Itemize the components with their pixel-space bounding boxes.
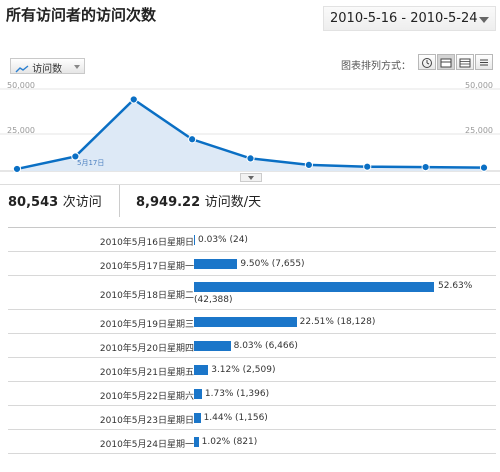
y-axis-left-mid-label: 25,000 [7, 126, 35, 135]
visits-data-points [12, 95, 489, 174]
total-visits-unit: 次访问 [62, 195, 102, 210]
row-bar [194, 282, 434, 292]
row-date: 2010年5月19日星期三 [99, 319, 194, 330]
row-bar [194, 437, 199, 447]
line-view-button[interactable] [437, 54, 455, 70]
clock-view-button[interactable] [418, 54, 436, 70]
row-value-label: 1.73% (1,396) [204, 388, 270, 399]
row-bar [194, 341, 231, 351]
row-value-label: 8.03% (6,466) [233, 340, 298, 351]
data-point-2010-5-18[interactable] [129, 95, 138, 104]
data-point-2010-5-21[interactable] [304, 160, 313, 169]
collapse-chart-button[interactable] [240, 173, 262, 182]
row-date: 2010年5月23日星期日 [99, 415, 194, 426]
summary-visits-per-day: 8,949.22 访问数/天 [136, 191, 261, 210]
row-value-label: 3.12% (2,509) [211, 364, 276, 375]
data-point-2010-5-23[interactable] [421, 163, 430, 172]
table-row: 2010年5月17日星期一 9.50% (7,655) [8, 252, 496, 276]
line-chart-icon [15, 64, 29, 72]
row-date: 2010年5月16日星期日 [99, 237, 194, 248]
visits-line-chart: 5月17日 [0, 88, 500, 174]
row-date: 2010年5月17日星期一 [99, 261, 194, 272]
date-range-label: 2010-5-16 - 2010-5-24 [330, 11, 478, 26]
visits-area-fill [17, 99, 484, 171]
table-row: 2010年5月20日星期四 8.03% (6,466) [8, 334, 496, 358]
table-view-button[interactable] [456, 54, 474, 70]
summary-top-divider [0, 184, 500, 185]
data-point-2010-5-16[interactable] [12, 164, 22, 174]
table-row: 2010年5月16日星期日 0.03% (24) [8, 228, 496, 252]
row-value-label: 1.02% (821) [201, 436, 258, 447]
row-value-label: 52.63% [438, 281, 473, 291]
row-bar [194, 317, 297, 327]
chevron-down-icon [479, 17, 489, 23]
chevron-down-icon [248, 176, 254, 180]
y-axis-left-top-label: 50,000 [7, 81, 35, 90]
per-day-unit: 访问数/天 [204, 195, 262, 210]
chart-point-tooltip: 5月17日 [77, 159, 104, 167]
metric-select-button[interactable]: 访问数 [10, 58, 85, 75]
visits-by-day-table: 2010年5月16日星期日 0.03% (24) 2010年5月17日星期一 9.50… [8, 227, 496, 454]
data-point-2010-5-24[interactable] [479, 163, 489, 172]
table-row: 2010年5月21日星期五 3.12% (2,509) [8, 358, 496, 382]
row-date: 2010年5月22日星期六 [99, 391, 194, 402]
summary-divider [119, 185, 120, 217]
table-row: 2010年5月22日星期六 1.73% (1,396) [8, 382, 496, 406]
row-value-label: 9.50% (7,655) [240, 258, 305, 269]
row-value-label: 22.51% (18,128) [299, 316, 376, 327]
caret-down-icon [74, 65, 80, 69]
page-title: 所有访问者的访问次数 [6, 6, 157, 24]
row-bar [194, 413, 201, 423]
row-value-count-label: (42,388) [194, 295, 233, 305]
row-bar [194, 389, 202, 399]
row-date: 2010年5月18日星期二 [99, 290, 194, 301]
y-axis-right-mid-label: 25,000 [465, 126, 493, 135]
y-axis-right-top-label: 50,000 [465, 81, 493, 90]
row-bar [194, 365, 209, 375]
row-value-label: 1.44% (1,156) [203, 412, 268, 423]
summary-total-visits: 80,543 次访问 [8, 191, 102, 210]
data-point-2010-5-19[interactable] [188, 135, 197, 144]
table-row: 2010年5月19日星期三 22.51% (18,128) [8, 310, 496, 334]
data-point-2010-5-20[interactable] [246, 154, 255, 163]
row-date: 2010年5月20日星期四 [99, 343, 194, 354]
chart-options-label: 图表排列方式： [341, 61, 411, 72]
data-point-2010-5-22[interactable] [363, 162, 372, 171]
row-date: 2010年5月24日星期一 [99, 439, 194, 450]
list-view-button[interactable] [475, 54, 493, 70]
data-point-2010-5-17[interactable] [71, 152, 80, 161]
table-row: 2010年5月24日星期一 1.02% (821) [8, 430, 496, 454]
metric-select-label: 访问数 [32, 64, 63, 75]
table-view-icon [459, 58, 471, 68]
per-day-value: 8,949.22 [136, 195, 201, 210]
table-row: 2010年5月18日星期二 52.63% (42,388) [8, 276, 496, 310]
list-view-icon [480, 59, 488, 66]
table-row: 2010年5月23日星期日 1.44% (1,156) [8, 406, 496, 430]
row-value-label: 0.03% (24) [198, 234, 248, 245]
total-visits-value: 80,543 [8, 195, 59, 210]
clock-icon [422, 58, 432, 68]
row-bar [194, 259, 238, 269]
row-date: 2010年5月21日星期五 [99, 367, 194, 378]
date-range-picker[interactable]: 2010-5-16 - 2010-5-24 [323, 6, 496, 31]
line-view-icon [440, 58, 452, 68]
row-bar [194, 235, 195, 245]
